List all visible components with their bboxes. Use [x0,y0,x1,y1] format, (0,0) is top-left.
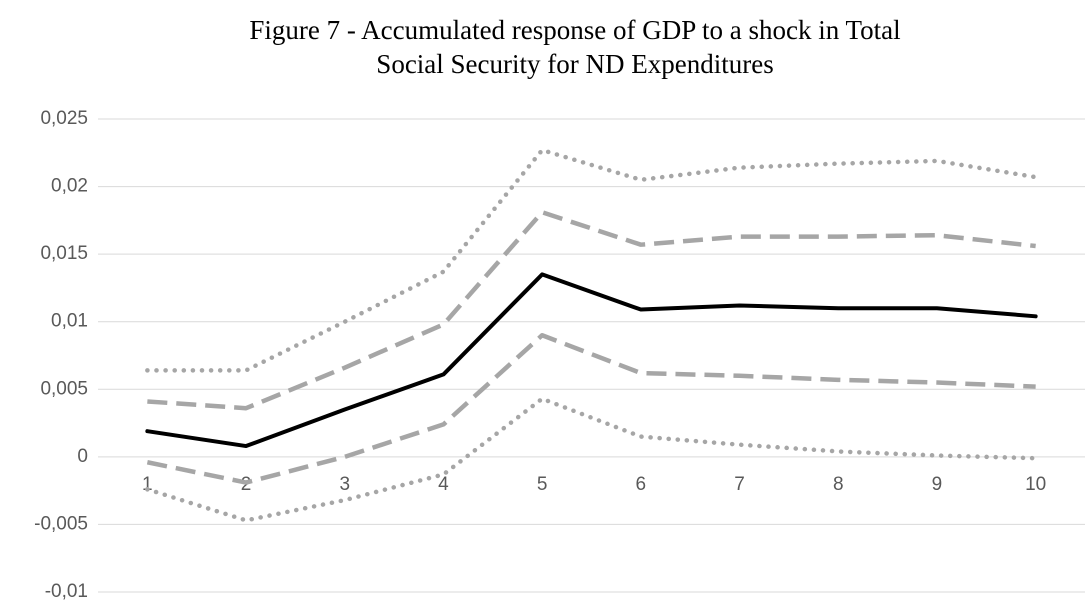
series-line [147,209,1036,411]
x-tick-label: 3 [339,474,350,495]
x-tick-label: 7 [734,474,745,495]
y-tick-label: 0,01 [51,311,88,332]
series-line [145,272,1038,449]
x-tick-label: 4 [438,474,449,495]
x-tick-label: 1 [142,474,153,495]
x-tick-label: 10 [1025,474,1046,495]
y-tick-label: 0,02 [51,176,88,197]
x-tick-label: 9 [932,474,943,495]
series-line [146,332,1036,485]
chart-title: Figure 7 - Accumulated response of GDP t… [249,15,900,45]
chart-title: Social Security for ND Expenditures [376,49,773,79]
series-line [145,396,1038,523]
series-line [145,147,1038,373]
y-tick-label: 0,005 [40,378,88,399]
y-tick-label: -0,01 [45,581,88,601]
x-tick-label: 5 [537,474,548,495]
x-tick-label: 8 [833,474,844,495]
x-tick-label: 6 [636,474,647,495]
y-tick-label: 0,015 [40,243,88,264]
y-tick-label: 0 [77,446,88,467]
y-tick-label: -0,005 [34,513,88,534]
y-tick-label: 0,025 [40,108,88,129]
